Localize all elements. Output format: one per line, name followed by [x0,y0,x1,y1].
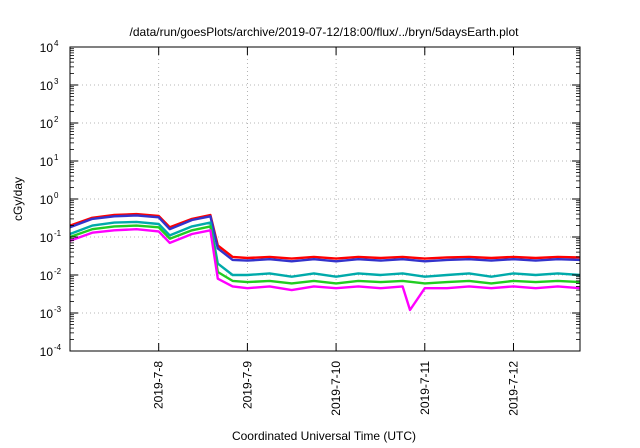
y-tick-label-base: 10 [40,117,54,131]
y-tick-label-exponent: -3 [54,305,62,314]
y-tick-label-exponent: 3 [54,77,59,86]
y-tick-label-exponent: -4 [54,343,62,352]
ticks [70,46,580,352]
y-tick-label-base: 10 [40,155,54,169]
y-tick-label-exponent: -1 [54,229,62,238]
series-line-5 [69,228,581,312]
series-line-3 [69,220,581,278]
series-line-4 [69,224,581,285]
y-tick-label-base: 10 [40,269,54,283]
x-tick-label: 2019-7-12 [506,361,520,416]
y-tick-label-base: 10 [40,307,54,321]
y-tick-label-exponent: 0 [54,191,59,200]
series-line-2 [69,214,581,263]
y-axis-label: cGy/day [11,177,25,221]
chart-title: /data/run/goesPlots/archive/2019-07-12/1… [130,25,520,39]
y-tick-label-base: 10 [40,345,54,359]
y-tick-label-exponent: 2 [54,115,59,124]
y-tick-label-exponent: 4 [54,39,59,48]
y-tick-label-exponent: -2 [54,267,62,276]
series-group [69,212,581,312]
y-tick-label-base: 10 [40,41,54,55]
x-tick-labels: 2019-7-8 2019-7-9 2019-7-10 2019-7-11 2019-7… [152,361,521,416]
x-axis-label: Coordinated Universal Time (UTC) [232,429,416,443]
y-tick-label-base: 10 [40,79,54,93]
x-tick-label: 2019-7-11 [418,361,432,415]
x-tick-label: 2019-7-9 [240,361,254,409]
y-tick-label-base: 10 [40,193,54,207]
y-tick-label-exponent: 1 [54,153,59,162]
y-tick-label-base: 10 [40,231,54,245]
x-tick-label: 2019-7-8 [152,361,166,409]
x-tick-label: 2019-7-10 [329,361,343,416]
